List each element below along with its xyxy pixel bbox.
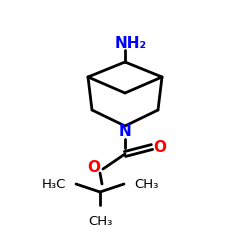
Text: H₃C: H₃C	[42, 178, 66, 190]
Text: CH₃: CH₃	[88, 215, 112, 228]
Text: O: O	[154, 140, 166, 154]
Text: O: O	[88, 160, 101, 174]
Text: CH₃: CH₃	[134, 178, 158, 190]
Text: NH₂: NH₂	[115, 36, 147, 51]
Text: N: N	[119, 124, 132, 140]
